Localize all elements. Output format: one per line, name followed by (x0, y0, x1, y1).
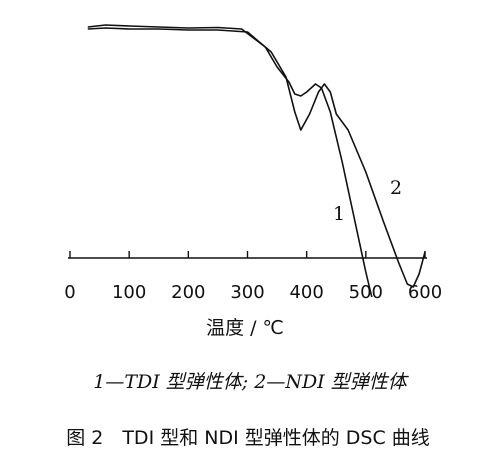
x-axis-title: 温度 / ℃ (206, 317, 284, 339)
series-line-1 (87, 24, 373, 298)
curve-label-1: 1 (333, 203, 345, 225)
curves-group (87, 24, 426, 298)
legend: 1—TDI 型弹性体; 2—NDI 型弹性体 (93, 371, 409, 393)
x-ticks-group (69, 251, 426, 258)
curve-label-2: 2 (390, 177, 402, 199)
series-line-2 (87, 27, 426, 288)
x-tick-label-200: 200 (171, 282, 205, 303)
x-tick-labels-group: 0 100 200 300 400 500 600 (64, 282, 442, 303)
x-tick-label-600: 600 (408, 282, 442, 303)
x-tick-label-500: 500 (349, 282, 383, 303)
x-tick-label-400: 400 (289, 282, 323, 303)
x-tick-label-100: 100 (112, 282, 146, 303)
x-tick-label-300: 300 (230, 282, 264, 303)
x-tick-label-0: 0 (64, 282, 75, 303)
figure-caption: 图 2 TDI 型和 NDI 型弹性体的 DSC 曲线 (66, 427, 430, 449)
